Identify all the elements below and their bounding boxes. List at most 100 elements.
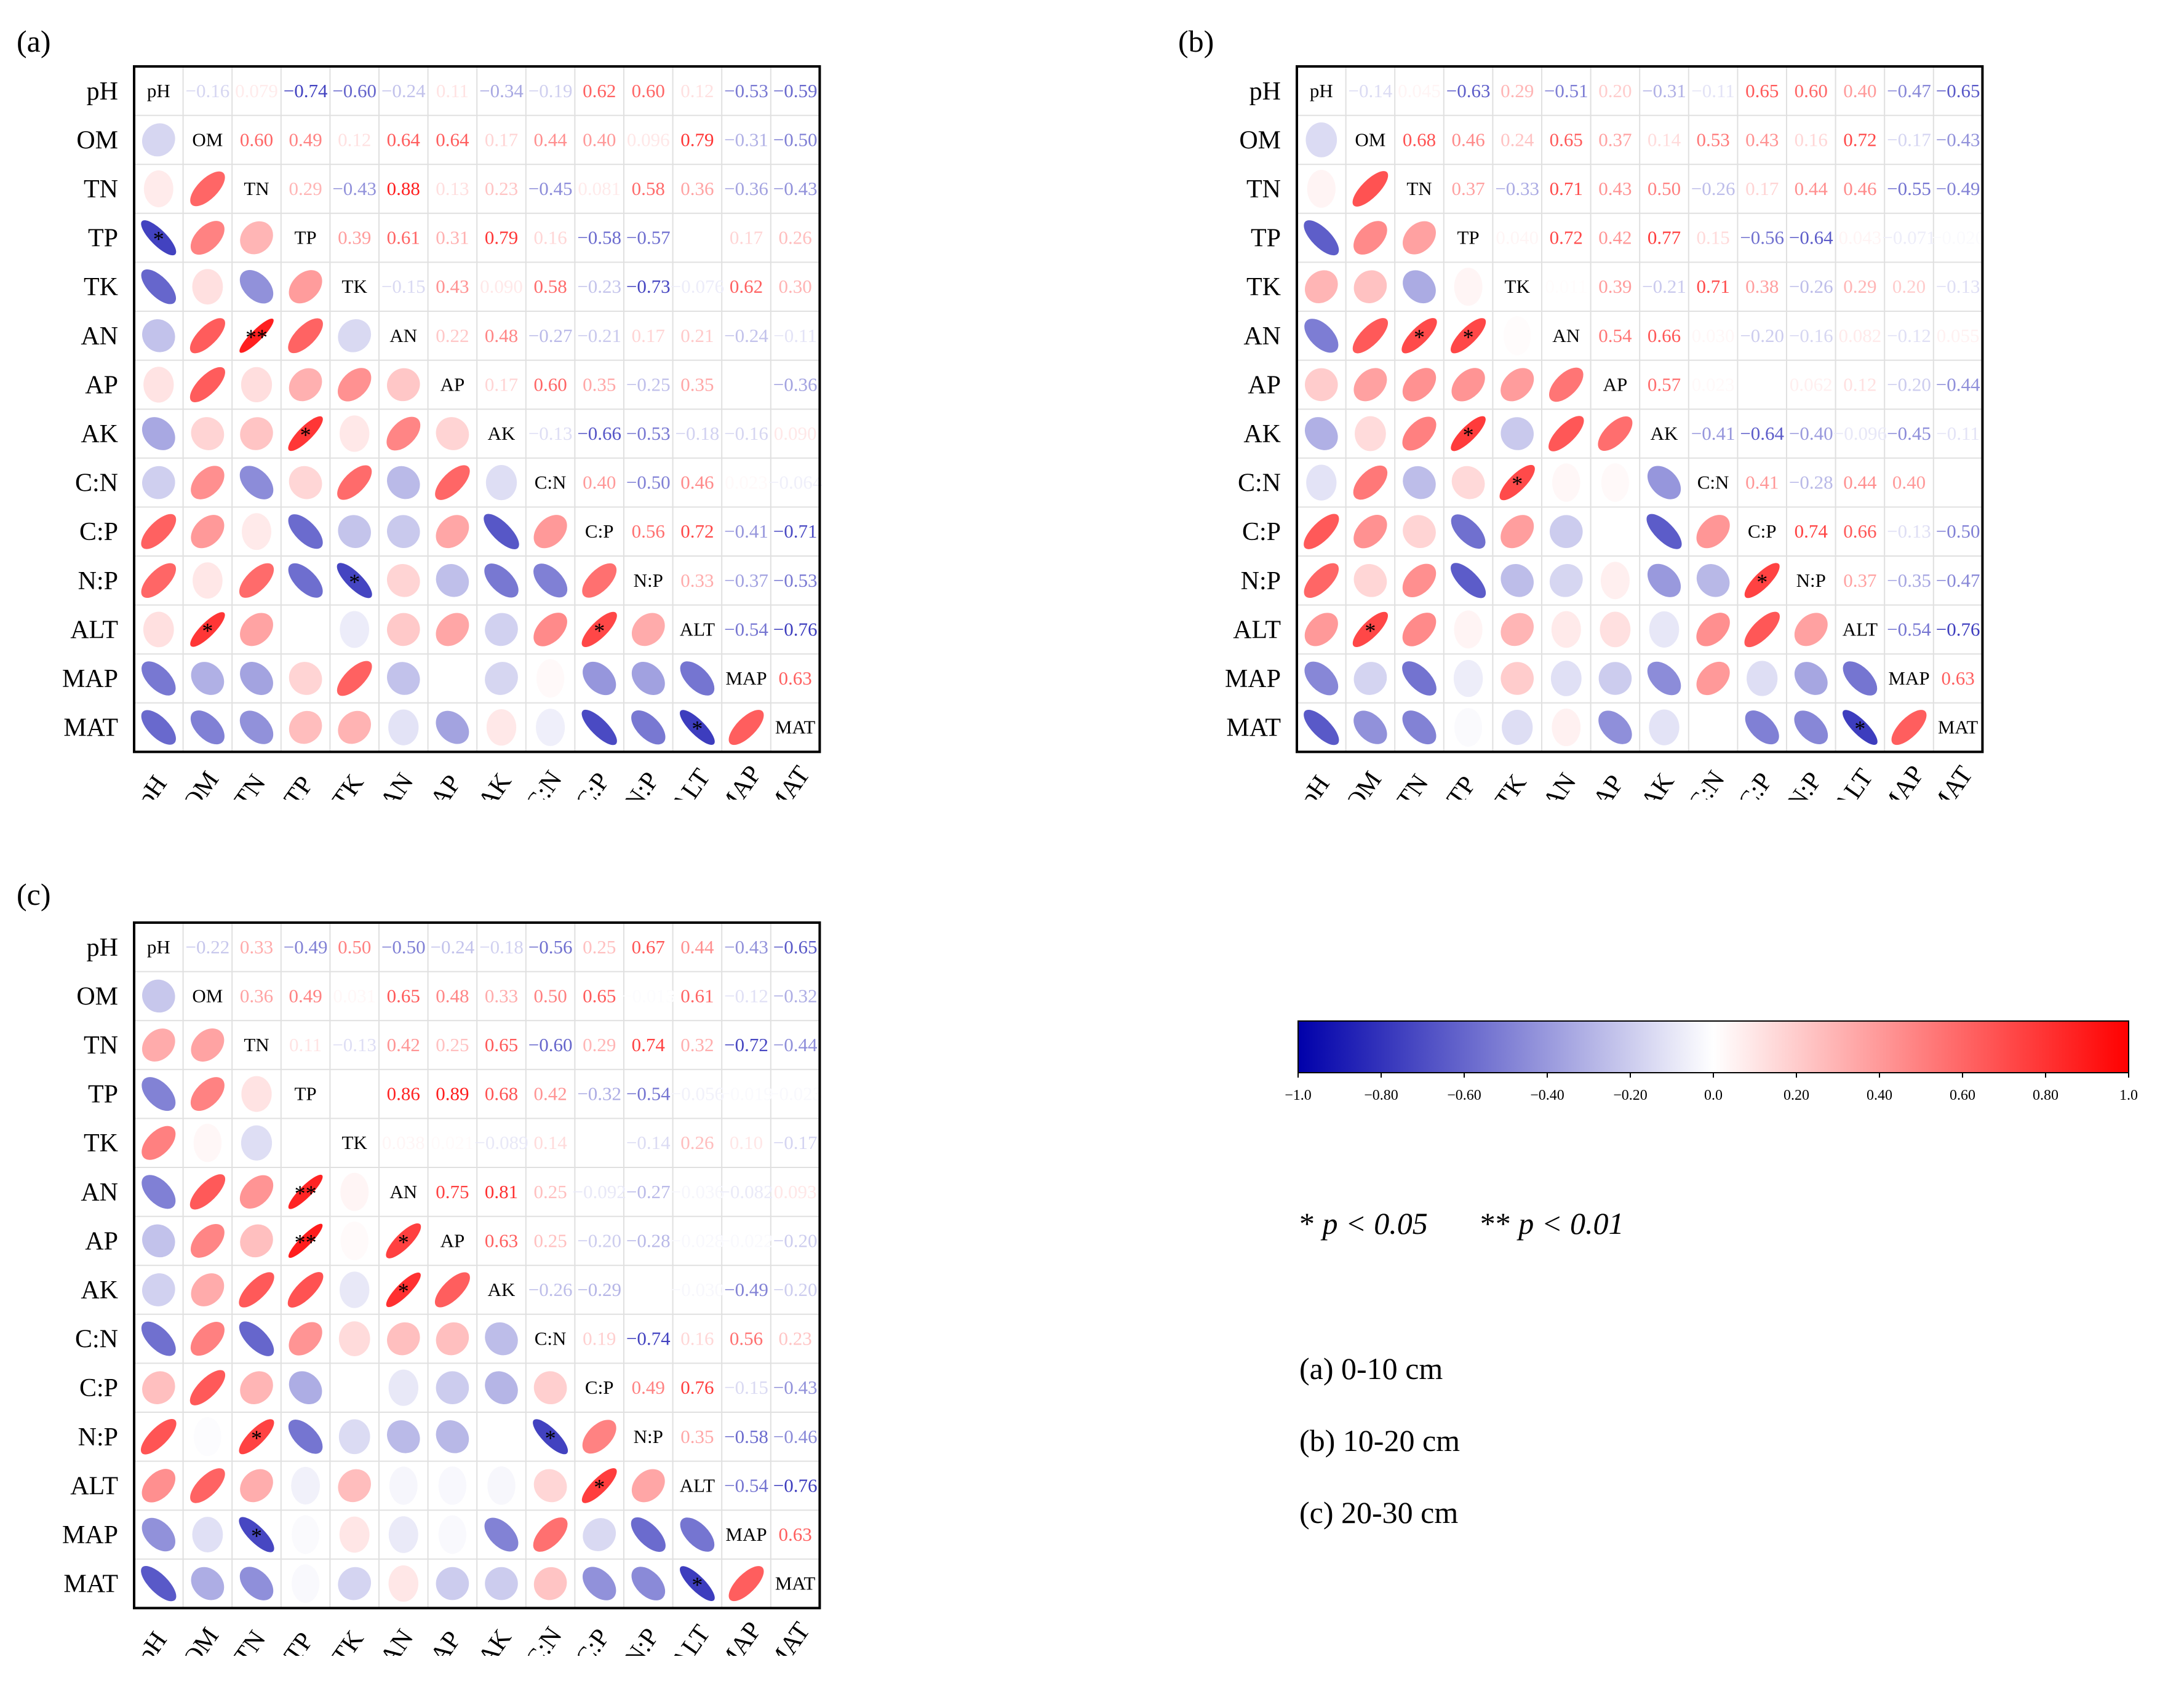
sig-double-star: **	[1480, 1206, 1519, 1241]
correlation-ellipse	[142, 319, 175, 352]
correlation-value: 0.14	[533, 1132, 567, 1153]
correlation-value: 0.090	[480, 276, 523, 297]
correlation-value: 0.79	[680, 129, 714, 150]
correlation-value: −0.13	[528, 423, 573, 444]
row-label: AN	[1243, 322, 1281, 351]
significance-star: **	[295, 1230, 317, 1254]
correlation-ellipse	[1304, 563, 1339, 598]
correlation-value: −0.16	[186, 80, 230, 101]
row-label: AK	[81, 1276, 118, 1305]
correlation-ellipse	[141, 710, 176, 745]
correlation-ellipse	[1454, 610, 1483, 649]
correlation-value: 0.40	[583, 129, 616, 150]
row-label: TK	[84, 273, 118, 301]
correlation-ellipse	[583, 1518, 616, 1551]
correlation-value: 0.33	[680, 570, 714, 591]
correlation-ellipse	[1304, 709, 1339, 745]
correlation-value: −0.20	[1740, 325, 1784, 346]
correlation-ellipse	[1304, 368, 1338, 402]
correlation-value: 0.00	[338, 1083, 371, 1105]
column-label: AP	[1588, 770, 1630, 800]
significance-star: *	[153, 227, 164, 252]
correlation-ellipse	[1402, 368, 1437, 402]
correlation-ellipse	[241, 1076, 272, 1112]
correlation-ellipse	[141, 1469, 176, 1503]
correlation-ellipse	[1649, 611, 1680, 648]
correlation-value: 0.10	[730, 1132, 763, 1153]
correlation-ellipse	[1451, 466, 1485, 499]
correlation-value: 0.33	[240, 936, 273, 958]
correlation-value: −0.31	[1642, 80, 1686, 101]
correlation-value: 0.57	[1648, 373, 1681, 395]
significance-star: *	[691, 1573, 703, 1597]
correlation-ellipse	[386, 416, 421, 451]
correlation-value: −0.23	[577, 276, 621, 297]
correlation-value: −0.59	[773, 80, 818, 101]
matrix-frame	[133, 65, 821, 753]
correlation-value: −0.31	[724, 129, 768, 150]
correlation-value: −0.27	[626, 1181, 671, 1202]
correlation-ellipse	[242, 513, 271, 550]
correlation-ellipse	[1402, 661, 1437, 696]
correlation-value: −0.45	[1887, 423, 1931, 444]
correlation-value: 0.60	[632, 80, 665, 101]
correlation-ellipse	[240, 221, 273, 255]
correlation-value: −0.13	[1936, 276, 1980, 297]
depth-label-a: (a) 0-10 cm	[1299, 1351, 1443, 1386]
correlation-value: 0.37	[1451, 178, 1485, 199]
correlation-ellipse	[140, 1418, 177, 1455]
correlation-value: 0.32	[680, 1034, 714, 1055]
row-label: C:N	[75, 1325, 118, 1354]
column-label: AK	[472, 768, 517, 800]
column-label: AK	[472, 1624, 517, 1656]
correlation-value: 0.89	[436, 1083, 469, 1105]
correlation-ellipse	[189, 367, 225, 402]
correlation-ellipse	[289, 1322, 322, 1356]
diagonal-label: MAT	[1938, 717, 1979, 738]
correlation-value: −0.11	[1691, 80, 1735, 101]
correlation-ellipse	[240, 662, 273, 695]
correlation-ellipse	[434, 1272, 470, 1308]
correlation-value: −0.64	[1789, 227, 1833, 248]
correlation-value: −0.12	[1887, 325, 1931, 346]
column-label: C:N	[1683, 766, 1731, 800]
correlation-ellipse	[239, 270, 274, 304]
correlation-ellipse	[435, 465, 470, 500]
correlation-value: −0.56	[1740, 227, 1784, 248]
correlation-value: 0.25	[436, 1034, 469, 1055]
correlation-value: −0.18	[676, 423, 720, 444]
correlation-ellipse	[387, 1322, 420, 1356]
correlation-value: −0.37	[724, 570, 768, 591]
significance-star: *	[349, 570, 360, 594]
correlation-value: −0.13	[332, 1034, 377, 1055]
correlation-ellipse	[1352, 611, 1389, 648]
correlation-ellipse	[340, 611, 370, 648]
correlation-ellipse	[288, 1223, 323, 1258]
correlation-ellipse	[190, 1468, 225, 1503]
correlation-value: 0.63	[778, 667, 811, 689]
correlation-ellipse	[485, 464, 517, 501]
correlation-value: −0.16	[724, 423, 768, 444]
colorbar-tick-label: −0.20	[1613, 1087, 1648, 1103]
column-label: TK	[327, 769, 370, 800]
correlation-value: −0.49	[724, 1279, 768, 1300]
correlation-ellipse	[387, 1420, 420, 1453]
colorbar-tick-label: −0.40	[1530, 1087, 1564, 1103]
correlation-value: 0.63	[1941, 667, 1974, 689]
column-label: TP	[279, 1627, 319, 1656]
correlation-ellipse	[141, 1321, 176, 1356]
diagonal-label: OM	[192, 985, 223, 1006]
correlation-ellipse	[1550, 661, 1582, 696]
column-label: TP	[1441, 771, 1482, 800]
correlation-value: 0.031	[333, 985, 376, 1006]
correlation-value: 0.48	[485, 325, 518, 346]
correlation-ellipse	[240, 1371, 273, 1405]
correlation-ellipse	[189, 1370, 226, 1405]
correlation-ellipse	[288, 416, 323, 451]
correlation-ellipse	[485, 613, 518, 646]
correlation-value: 0.46	[680, 472, 714, 493]
correlation-ellipse	[728, 710, 764, 745]
correlation-value: 0.72	[680, 520, 714, 542]
correlation-ellipse	[191, 1028, 225, 1062]
correlation-value: 0.74	[632, 1034, 666, 1055]
